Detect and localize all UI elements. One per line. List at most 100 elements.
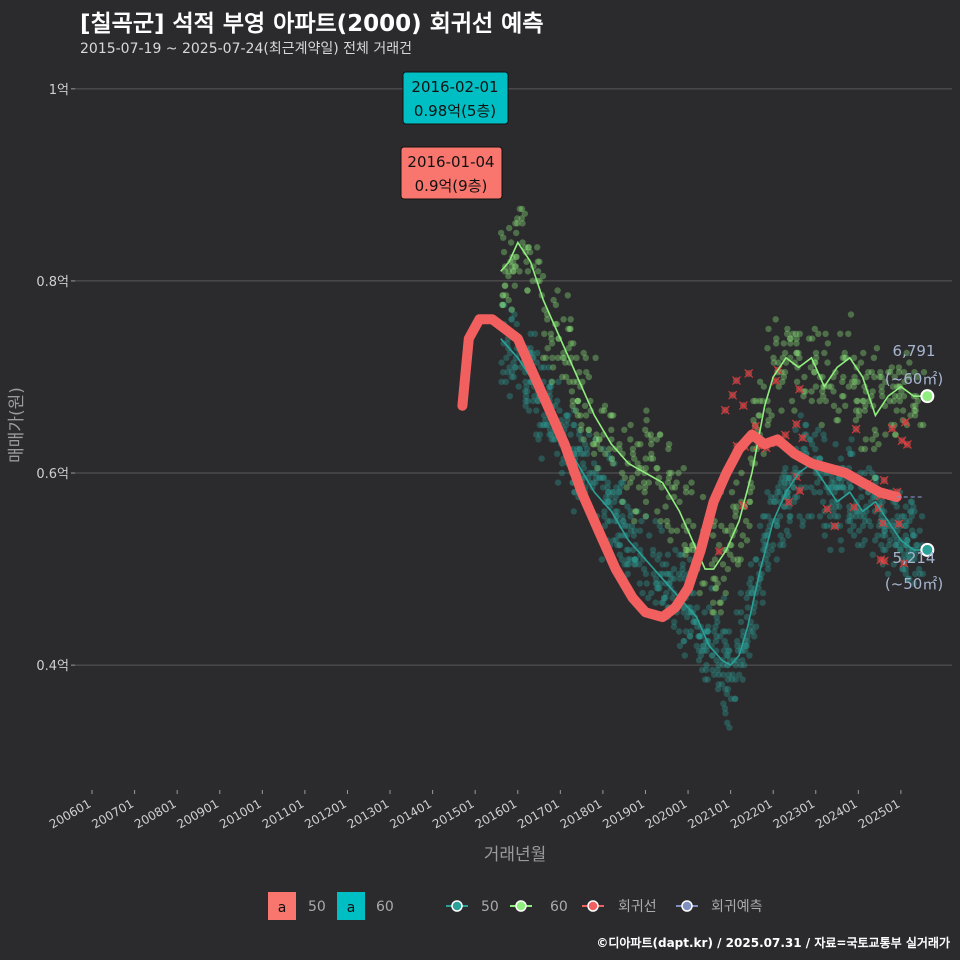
scatter-point-50 [782, 465, 789, 472]
scatter-point-60 [642, 455, 649, 462]
scatter-point-60 [635, 484, 643, 491]
scatter-point-50 [849, 450, 856, 457]
scatter-point-60 [596, 436, 603, 443]
scatter-point-60 [592, 436, 600, 443]
scatter-point-50 [871, 474, 878, 481]
scatter-point-50 [776, 541, 784, 549]
scatter-point-60 [508, 306, 515, 313]
scatter-point-60 [523, 258, 530, 265]
scatter-point-60 [521, 210, 528, 217]
scatter-point-50 [643, 580, 650, 587]
y-tick-label-0: 0.4억 [36, 659, 69, 674]
scatter-point-60 [548, 340, 556, 347]
scatter-point-60 [560, 316, 567, 323]
x-tick-label-13: 201901 [600, 796, 647, 831]
scatter-point-60 [598, 407, 605, 414]
scatter-point-50 [848, 436, 855, 443]
scatter-point-60 [641, 489, 648, 496]
scatter-point-60 [606, 445, 613, 453]
scatter-point-50 [861, 513, 868, 520]
scatter-point-50 [724, 652, 731, 659]
scatter-point-50 [632, 561, 639, 568]
scatter-point-50 [601, 513, 608, 520]
scatter-point-60 [914, 373, 921, 381]
scatter-point-50 [600, 474, 608, 481]
scatter-point-50 [797, 484, 804, 491]
scatter-point-50 [614, 508, 621, 515]
scatter-point-60 [688, 479, 695, 486]
scatter-point-50 [624, 503, 631, 510]
scatter-point-50 [911, 532, 918, 539]
scatter-point-50 [905, 551, 912, 558]
scatter-point-50 [767, 493, 775, 501]
scatter-point-50 [791, 493, 799, 501]
scatter-point-50 [606, 455, 613, 462]
scatter-point-50 [846, 503, 853, 510]
scatter-point-60 [657, 431, 664, 438]
scatter-point-60 [550, 296, 557, 304]
scatter-point-60 [688, 489, 695, 496]
scatter-point-50 [821, 522, 828, 530]
scatter-point-50 [501, 301, 508, 309]
scatter-point-60 [728, 489, 736, 496]
scatter-point-50 [686, 633, 694, 640]
scatter-point-60 [750, 417, 757, 424]
scatter-point-60 [791, 359, 798, 366]
scatter-point-50 [503, 354, 510, 361]
regression-trade-mark [732, 376, 741, 386]
scatter-point-60 [733, 479, 740, 486]
scatter-point-50 [885, 541, 893, 549]
scatter-point-50 [880, 546, 887, 554]
scatter-point-50 [806, 436, 813, 443]
scatter-point-50 [558, 469, 566, 477]
scatter-point-50 [574, 445, 581, 453]
scatter-point-50 [675, 570, 683, 578]
scatter-point-60 [542, 354, 549, 361]
x-tick-label-12: 201801 [558, 796, 605, 831]
scatter-point-50 [764, 565, 772, 573]
x-tick-label-14: 202001 [643, 796, 690, 831]
end-label-60-price: 6,791 [893, 342, 936, 360]
scatter-point-50 [911, 508, 918, 515]
scatter-point-50 [782, 474, 789, 481]
legend-line-forecast [676, 900, 698, 912]
scatter-point-60 [601, 402, 609, 409]
scatter-point-50 [583, 450, 591, 457]
scatter-point-60 [502, 292, 510, 299]
scatter-point-50 [515, 383, 522, 390]
scatter-point-60 [734, 561, 742, 568]
scatter-point-60 [882, 431, 889, 438]
scatter-point-60 [732, 508, 739, 515]
scatter-point-60 [601, 407, 608, 414]
regression-trade-mark [897, 436, 907, 446]
scatter-point-50 [746, 652, 753, 659]
scatter-point-60 [819, 388, 826, 395]
scatter-point-50 [676, 642, 684, 650]
scatter-point-50 [506, 364, 513, 371]
scatter-point-50 [595, 465, 602, 472]
scatter-point-60 [610, 412, 617, 419]
scatter-point-50 [620, 498, 627, 505]
scatter-point-50 [717, 633, 724, 640]
scatter-point-50 [792, 465, 799, 472]
scatter-point-50 [916, 570, 924, 578]
scatter-point-60 [851, 378, 858, 385]
scatter-point-60 [851, 373, 858, 381]
scatter-point-50 [580, 465, 588, 472]
scatter-point-60 [522, 244, 529, 251]
scatter-point-60 [501, 282, 508, 289]
scatter-point-50 [876, 498, 883, 505]
scatter-point-60 [640, 479, 648, 486]
scatter-point-60 [724, 527, 732, 534]
scatter-point-50 [576, 431, 583, 438]
scatter-point-50 [659, 561, 666, 568]
scatter-point-60 [830, 402, 838, 409]
scatter-point-60 [889, 383, 897, 390]
scatter-point-50 [759, 599, 766, 606]
scatter-point-50 [873, 474, 880, 481]
x-tick-label-10: 201601 [473, 796, 520, 831]
scatter-point-60 [862, 436, 869, 443]
x-axis-title: 거래년월 [484, 845, 547, 865]
scatter-point-60 [665, 441, 673, 448]
scatter-point-50 [889, 522, 897, 530]
